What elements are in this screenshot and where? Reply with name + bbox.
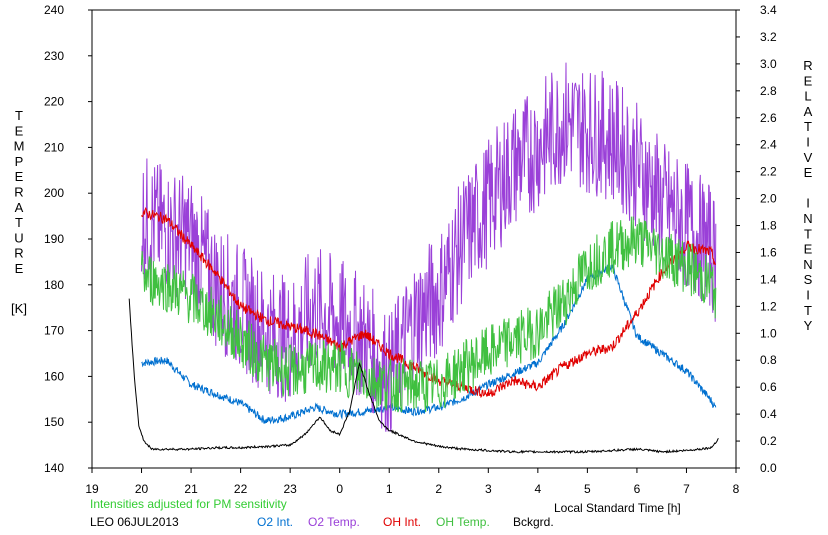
- left-title-letter: P: [15, 154, 24, 169]
- x-tick-label: 0: [336, 482, 343, 496]
- series-line-3: [141, 216, 717, 413]
- left-tick-label: 230: [44, 49, 64, 63]
- x-axis-ticks: 19 20 21 22 23 0 1 2 3 4 5 6 7 8: [85, 468, 740, 496]
- right-tick-label: 2.4: [760, 138, 777, 152]
- station-label: LEO 06JUL2013: [90, 515, 179, 529]
- left-axis-ticks: 140 150 160 170 180 190 200 210 220 230 240: [44, 3, 92, 475]
- right-tick-label: 1.6: [760, 245, 777, 259]
- right-title-letter: V: [804, 150, 813, 165]
- right-tick-label: 0.4: [760, 407, 777, 421]
- x-tick-label: 2: [435, 482, 442, 496]
- series-line-2: [141, 207, 716, 399]
- left-title-letter: T: [15, 215, 23, 230]
- left-tick-label: 150: [44, 415, 64, 429]
- x-tick-label: 3: [485, 482, 492, 496]
- x-tick-label: 4: [535, 482, 542, 496]
- left-title-letter: R: [14, 246, 23, 261]
- right-axis-ticks: 0.0 0.2 0.4 0.6 0.8 1.0 1.2 1.4 1.6 1.8 2.0 2.2 2.4 2…: [736, 3, 777, 475]
- right-title-letter: E: [804, 165, 813, 180]
- right-title-letter: E: [804, 73, 813, 88]
- right-tick-label: 2.8: [760, 84, 777, 98]
- left-tick-label: 190: [44, 232, 64, 246]
- right-tick-label: 0.0: [760, 461, 777, 475]
- right-title-letter: T: [804, 303, 812, 318]
- note-label: Intensities adjusted for PM sensitivity: [90, 497, 287, 511]
- right-tick-label: 0.8: [760, 353, 777, 367]
- left-tick-label: 140: [44, 461, 64, 475]
- series-line-1: [141, 62, 717, 432]
- right-title-letter: L: [804, 89, 811, 104]
- right-tick-label: 3.0: [760, 57, 777, 71]
- left-title-letter: U: [14, 230, 23, 245]
- right-tick-label: 2.6: [760, 111, 777, 125]
- left-title-letter: E: [15, 261, 24, 276]
- x-tick-label: 1: [386, 482, 393, 496]
- right-title-letter: Y: [804, 318, 813, 333]
- legend-oh-int: OH Int.: [383, 515, 421, 529]
- legend-oh-temp: OH Temp.: [436, 515, 490, 529]
- left-tick-label: 170: [44, 324, 64, 338]
- left-title-letter: E: [15, 169, 24, 184]
- left-tick-label: 160: [44, 369, 64, 383]
- left-title-letter: M: [14, 139, 25, 154]
- x-tick-label: 5: [584, 482, 591, 496]
- right-title-letter: S: [804, 272, 813, 287]
- x-tick-label: 21: [184, 482, 198, 496]
- series-line-0: [141, 264, 717, 425]
- left-title-letter: T: [15, 108, 23, 123]
- series-layer: [128, 62, 719, 455]
- left-title-letter: R: [14, 185, 23, 200]
- left-tick-label: 200: [44, 186, 64, 200]
- right-tick-label: 1.8: [760, 219, 777, 233]
- left-tick-label: 240: [44, 3, 64, 17]
- right-tick-label: 2.2: [760, 165, 777, 179]
- right-tick-label: 1.0: [760, 326, 777, 340]
- left-tick-label: 210: [44, 140, 64, 154]
- right-title-letter: I: [806, 288, 810, 303]
- right-tick-label: 3.2: [760, 30, 777, 44]
- left-axis-unit: [K]: [11, 301, 27, 316]
- right-tick-label: 0.2: [760, 434, 777, 448]
- right-tick-label: 1.4: [760, 272, 777, 286]
- right-title-letter: A: [804, 104, 813, 119]
- left-tick-label: 220: [44, 95, 64, 109]
- right-tick-label: 3.4: [760, 3, 777, 17]
- x-tick-label: 23: [283, 482, 297, 496]
- left-tick-label: 180: [44, 278, 64, 292]
- right-title-letter: I: [806, 196, 810, 211]
- right-title-letter: T: [804, 119, 812, 134]
- left-title-letter: A: [15, 200, 24, 215]
- right-tick-label: 1.2: [760, 299, 777, 313]
- legend-bckgrd: Bckgrd.: [513, 515, 554, 529]
- legend-o2-temp: O2 Temp.: [308, 515, 360, 529]
- x-axis-label: Local Standard Time [h]: [554, 501, 681, 515]
- x-tick-label: 20: [135, 482, 149, 496]
- x-tick-label: 22: [234, 482, 248, 496]
- right-title-letter: R: [803, 58, 812, 73]
- right-title-letter: T: [804, 226, 812, 241]
- right-title-letter: N: [803, 257, 812, 272]
- right-title-letter: N: [803, 211, 812, 226]
- legend-o2-int: O2 Int.: [257, 515, 293, 529]
- right-tick-label: 2.0: [760, 192, 777, 206]
- x-tick-label: 8: [733, 482, 740, 496]
- right-title-letter: E: [804, 242, 813, 257]
- right-title-letter: I: [806, 135, 810, 150]
- x-tick-label: 7: [683, 482, 690, 496]
- x-tick-label: 19: [85, 482, 99, 496]
- series-line-4: [128, 298, 719, 455]
- right-tick-label: 0.6: [760, 380, 777, 394]
- x-tick-label: 6: [634, 482, 641, 496]
- left-title-letter: E: [15, 123, 24, 138]
